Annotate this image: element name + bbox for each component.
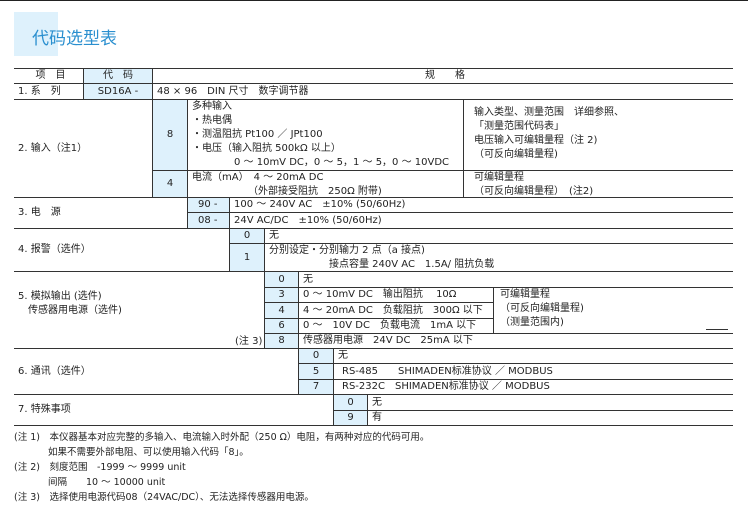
input-8-spec: 多种输入 ・热电偶 ・测温阻抗 Pt100 ／ JPt100 ・电压（输入阻抗 … (187, 99, 464, 171)
alarm-label: 4. 报警（选件） (14, 228, 229, 272)
remark-line: （可反向编辑量程) (500, 303, 584, 314)
note-2-cont: 间隔 10 ～ 10000 unit (48, 477, 166, 488)
spec-line: 多种输入 (192, 101, 232, 112)
input-4-remarks: 可编辑量程 （可反向编辑量程） (注2) (463, 170, 733, 198)
spec-line: （外部接受阻抗 250Ω 附带) (248, 186, 382, 197)
alarm-spec: 无 (264, 228, 733, 244)
spec-line: 分别设定・分别输力 2 点（a 接点) (269, 245, 425, 256)
alarm-spec: 分别设定・分别输力 2 点（a 接点) 接点容量 240V AC 1.5A/ 阻… (264, 243, 733, 272)
alarm-code: 0 (229, 228, 264, 244)
note-1-cont: 如果不需要外部电阻、可以使用输入代码「8」。 (48, 447, 249, 458)
label-line: 5. 模拟输出 (选件) (18, 291, 102, 302)
special-spec: 无 (367, 394, 733, 411)
series-label: 1. 系 列 (14, 83, 83, 100)
remark-line: 可编辑量程 (474, 172, 524, 183)
remark-line: （测量范围内) (500, 317, 564, 328)
remark-line: 电压输入可编辑量程（注 2) (474, 135, 598, 146)
analog-spec: 4 ～ 20mA DC 负载阻抗 300Ω 以下 (298, 302, 494, 319)
short-rule (706, 329, 728, 330)
series-spec: 48 × 96 DIN 尺寸 数字调节器 (152, 83, 733, 100)
remark-line: 可编辑量程 (500, 289, 550, 300)
comm-spec: RS-232C SHIMADEN标准协议 ／ MODBUS (333, 379, 733, 395)
analog-spec: 0 ～ 10V DC 负载电流 1mA 以下 (298, 318, 494, 334)
spec-line: 0 ～ 10mV DC，0 ～ 5，1 ～ 5，0 ～ 10VDC (234, 157, 450, 168)
spec-line: 电流（mA） 4 ～ 20mA DC (192, 172, 324, 183)
comm-spec: 无 (333, 348, 733, 364)
label-line: 传感器用电源（选件) (18, 305, 122, 316)
header-item: 项 目 (14, 68, 83, 84)
special-spec: 有 (367, 410, 733, 426)
spec-line: 接点容量 240V AC 1.5A/ 阻抗负载 (329, 259, 495, 270)
power-label: 3. 电 源 (14, 197, 187, 229)
spec-line: ・测温阻抗 Pt100 ／ JPt100 (192, 129, 323, 140)
note-2: (注 2) 刻度范围 -1999 ～ 9999 unit (14, 462, 186, 473)
analog-code: 4 (264, 302, 298, 319)
input-label: 2. 输入（注1） (14, 99, 152, 198)
power-spec: 100 ～ 240V AC ±10% (50/60Hz) (229, 197, 733, 213)
alarm-code: 1 (229, 243, 264, 272)
header-code: 代 码 (83, 68, 152, 84)
analog-code: 6 (264, 318, 298, 334)
top-rule (0, 0, 748, 1)
analog-spec: 无 (298, 271, 733, 288)
page-title: 代码选型表 (32, 29, 117, 49)
analog-note: (注 3) (235, 336, 263, 347)
spec-line: ・电压（输入阻抗 500kΩ 以上） (192, 143, 341, 154)
input-4-spec: 电流（mA） 4 ～ 20mA DC （外部接受阻抗 250Ω 附带) (187, 170, 464, 198)
power-code: 90 - (187, 197, 229, 213)
note-1: (注 1) 本仪器基本对应完整的多输入、电流输入时外配（250 Ω）电阻，有两种… (14, 432, 430, 443)
analog-spec: 传感器用电源 24V DC 25mA 以下 (298, 333, 733, 349)
analog-spec: 0 ～ 10mV DC 输出阻抗 10Ω (298, 287, 494, 303)
analog-remarks: 可编辑量程 （可反向编辑量程) （测量范围内) (493, 287, 733, 334)
remark-line: （可反向编辑量程） (注2) (474, 186, 594, 197)
special-label: 7. 特殊事项 (14, 394, 333, 426)
analog-code: 3 (264, 287, 298, 303)
special-code: 9 (333, 410, 367, 426)
comm-spec: RS-485 SHIMADEN标准协议 ／ MODBUS (333, 363, 733, 380)
input-code-8: 8 (152, 99, 187, 171)
analog-code: 8 (264, 333, 298, 349)
comm-code: 5 (298, 363, 333, 380)
comm-code: 0 (298, 348, 333, 364)
remark-line: 输入类型、测量范围 详细参照、 (474, 107, 624, 118)
power-code: 08 - (187, 212, 229, 229)
power-spec: 24V AC/DC ±10% (50/60Hz) (229, 212, 733, 229)
series-code: SD16A - (83, 83, 152, 100)
special-code: 0 (333, 394, 367, 411)
input-code-4: 4 (152, 170, 187, 198)
analog-code: 0 (264, 271, 298, 288)
note-3: (注 3) 选择使用电源代码08（24VAC/DC）、无法选择传感器用电源。 (14, 492, 314, 503)
remark-line: （可反向编辑量程) (474, 149, 558, 160)
spec-line: ・热电偶 (192, 115, 232, 126)
comm-label: 6. 通讯（选件） (14, 348, 298, 395)
title-accent (14, 12, 58, 56)
remark-line: 「测量范围代码表」 (474, 121, 564, 132)
input-8-remarks: 输入类型、测量范围 详细参照、 「测量范围代码表」 电压输入可编辑量程（注 2)… (463, 99, 733, 171)
header-spec: 规 格 (152, 68, 733, 84)
analog-label: 5. 模拟输出 (选件) 传感器用电源（选件) (14, 271, 264, 349)
comm-code: 7 (298, 379, 333, 395)
